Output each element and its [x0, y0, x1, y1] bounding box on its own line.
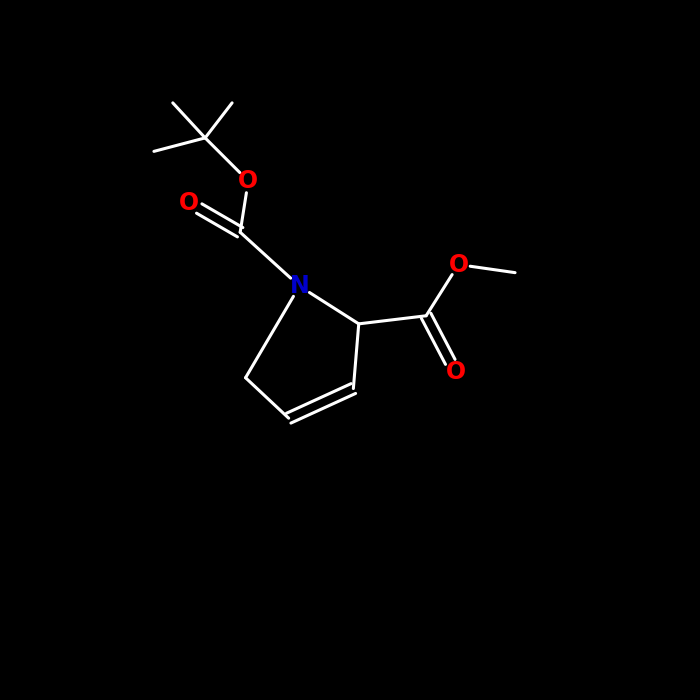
Text: O: O	[449, 253, 468, 276]
Text: O: O	[446, 360, 466, 384]
Text: O: O	[238, 169, 258, 193]
Text: N: N	[290, 274, 309, 298]
Text: O: O	[179, 190, 199, 215]
